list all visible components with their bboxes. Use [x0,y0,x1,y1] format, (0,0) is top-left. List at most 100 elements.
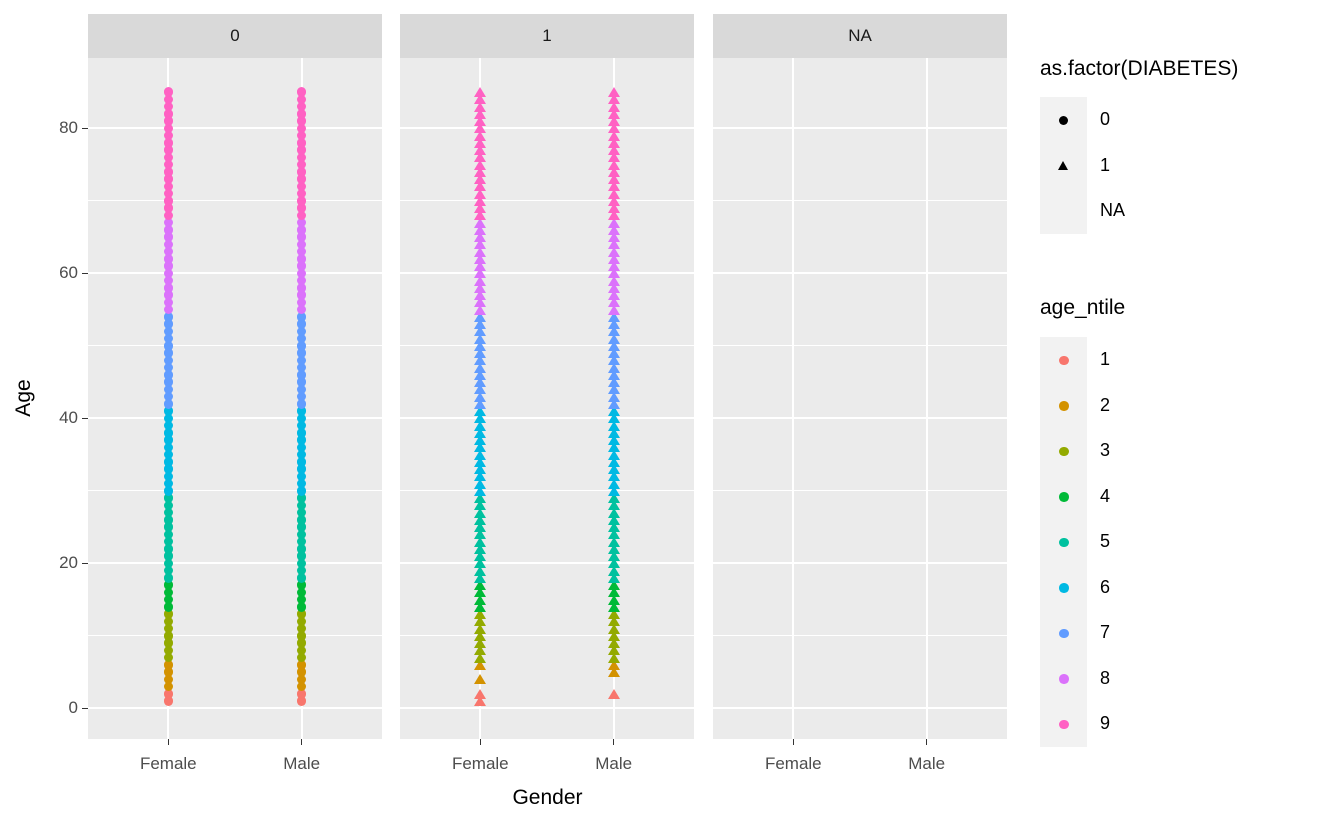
data-point-triangle [607,311,620,322]
facet-panel [713,58,1007,739]
data-point-triangle [474,427,487,438]
legend-entry-label: 1 [1100,349,1111,370]
data-point-triangle [474,116,487,127]
data-point-triangle [607,166,620,177]
data-point-circle [296,565,307,576]
gridline-minor-horizontal [713,200,1007,202]
data-point-triangle [607,435,620,446]
data-point-circle [163,87,174,97]
data-point-triangle [607,442,620,453]
legend-color-dot [1059,401,1069,411]
shape-legend-entry: 0 [1040,97,1320,143]
data-point-triangle [607,275,620,286]
data-point-circle [163,449,174,460]
data-point-circle [163,297,174,308]
data-point-circle [163,507,174,518]
data-point-circle [296,660,307,670]
gridline-major-vertical [925,58,928,739]
data-point-circle [163,399,174,409]
data-point-triangle [474,290,487,301]
legend-color-dot [1059,446,1069,456]
data-point-triangle [607,246,620,257]
data-point-circle [163,631,174,641]
data-point-circle [296,544,307,554]
data-point-triangle [607,297,620,308]
data-point-triangle [474,319,487,330]
data-point-circle [163,188,174,199]
legend-color-dot [1059,674,1069,684]
color-legend-entry: 5 [1040,519,1320,565]
x-tick-label: Female [451,754,509,773]
data-point-circle [163,283,174,293]
data-point-circle [163,246,174,257]
data-point-circle [296,645,307,656]
data-point-circle [296,341,307,351]
data-point-circle [163,457,174,467]
color-legend-entry: 7 [1040,610,1320,656]
data-point-triangle [607,239,620,250]
data-point-triangle [474,485,487,496]
data-point-triangle [607,282,620,293]
data-point-circle [296,362,307,373]
data-point-circle [296,203,307,213]
data-point-circle [163,674,174,685]
data-point-circle [296,681,307,692]
data-point-triangle [607,536,620,547]
data-point-circle [163,478,174,489]
data-point-circle [296,370,307,380]
legend-entry-label: 5 [1100,531,1111,552]
data-point-triangle [607,268,620,279]
data-point-circle [296,435,307,445]
data-point-triangle [474,609,487,620]
x-tick-label: Female [139,754,197,773]
data-point-triangle [607,623,620,634]
data-point-circle [163,225,174,235]
data-point-triangle [474,203,487,214]
data-point-circle [296,631,307,641]
data-point-triangle [474,239,487,250]
legend-color-dot [1059,719,1069,729]
data-point-circle [163,130,174,141]
legend-key [1040,519,1087,565]
data-point-triangle [474,232,487,243]
data-point-circle [296,522,307,532]
data-point-circle [296,109,307,119]
data-point-triangle [607,471,620,482]
data-point-triangle [607,543,620,554]
data-point-circle [296,290,307,300]
legend-entry-label: 0 [1100,109,1111,130]
data-point-triangle [607,253,620,264]
data-point-circle [163,94,174,105]
gridline-major-vertical [792,58,795,739]
data-point-circle [296,500,307,511]
data-point-circle [296,558,307,569]
data-point-circle [163,602,174,612]
data-point-triangle [607,87,620,98]
data-point-triangle [607,413,620,424]
data-point-circle [296,399,307,409]
data-point-circle [163,681,174,692]
data-point-triangle [474,384,487,395]
shape-legend: 0 1 NA [1040,97,1320,234]
data-point-triangle [474,311,487,322]
facet-strip-label: 0 [230,26,240,45]
legend-key [1040,564,1087,610]
data-point-triangle [607,232,620,243]
data-point-circle [163,203,174,213]
data-point-triangle [607,449,620,460]
data-point-triangle [607,572,620,583]
data-point-circle [163,304,174,315]
data-point-triangle [474,645,487,656]
legend-key [1040,655,1087,701]
data-point-triangle [474,471,487,482]
data-point-triangle [474,594,487,605]
data-point-circle [296,145,307,155]
data-point-circle [296,391,307,402]
gridline-major-horizontal [400,272,694,275]
color-legend-entry: 8 [1040,655,1320,701]
data-point-triangle [607,340,620,351]
gridline-major-horizontal [88,417,382,420]
data-point-circle [163,210,174,221]
legend-entry-label: 6 [1100,576,1111,597]
data-point-triangle [607,210,620,221]
